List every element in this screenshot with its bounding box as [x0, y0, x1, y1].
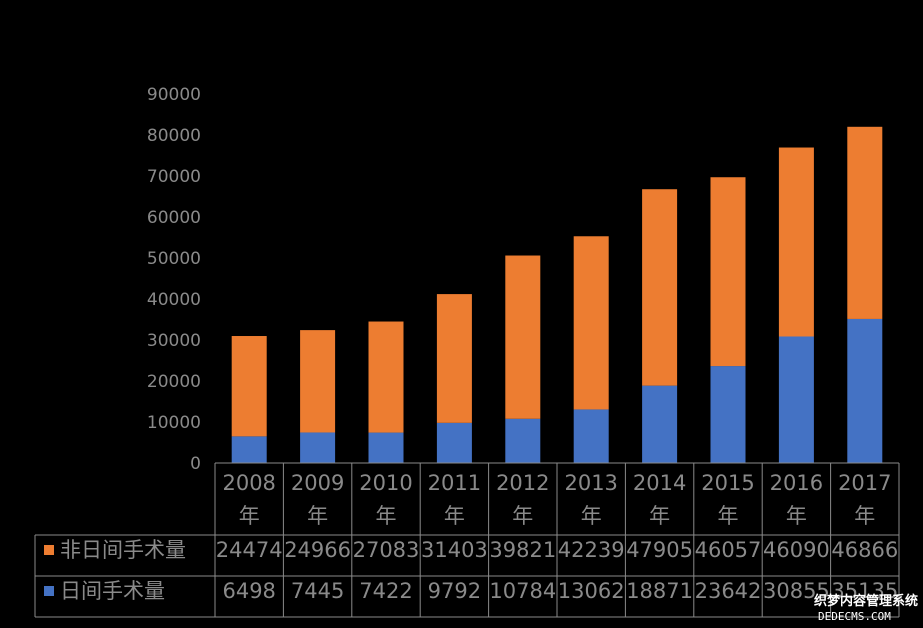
bar-day-surgery [642, 385, 678, 463]
table-cell: 10784 [489, 579, 556, 603]
x-category-label: 2015 [701, 471, 754, 495]
x-category-label-unit: 年 [444, 504, 465, 528]
bar-day-surgery [436, 422, 472, 463]
bar-day-surgery [231, 436, 267, 463]
table-cell: 24474 [216, 538, 283, 562]
x-category-label-unit: 年 [307, 504, 328, 528]
x-category-label-unit: 年 [239, 504, 260, 528]
y-tick-label: 40000 [147, 290, 201, 310]
legend-label: 日间手术量 [60, 579, 165, 603]
table-cell: 9792 [428, 579, 481, 603]
watermark-line2: DEDECMS.COM [818, 610, 891, 623]
table-cell: 7445 [291, 579, 344, 603]
x-category-label-unit: 年 [649, 504, 670, 528]
bar-non-day-surgery [778, 147, 814, 337]
table-cell: 47905 [626, 538, 693, 562]
bar-non-day-surgery [368, 321, 404, 433]
watermark-line1: 织梦内容管理系统 [814, 593, 918, 609]
x-category-label: 2013 [564, 471, 617, 495]
table-cell: 35135 [831, 579, 898, 603]
bar-day-surgery [573, 409, 609, 463]
table-cell: 46057 [695, 538, 762, 562]
bar-non-day-surgery [642, 189, 678, 386]
y-axis: 0 10000 20000 30000 40000 50000 60000 70000 8000… [147, 85, 201, 474]
y-tick-label: 20000 [147, 372, 201, 392]
bar-day-surgery [505, 418, 541, 463]
bar-day-surgery [778, 336, 814, 463]
table-cell: 42239 [558, 538, 625, 562]
bar-non-day-surgery [505, 255, 541, 419]
bar-non-day-surgery [231, 336, 267, 437]
watermark: 织梦内容管理系统 DEDECMS.COM [814, 593, 918, 623]
x-category-label-unit: 年 [786, 504, 807, 528]
x-category-label: 2017 [838, 471, 891, 495]
x-category-label: 2010 [359, 471, 412, 495]
bar-non-day-surgery [573, 236, 609, 410]
bar-non-day-surgery [300, 330, 336, 433]
y-tick-label: 50000 [147, 249, 201, 269]
x-category-label-unit: 年 [854, 504, 875, 528]
bar-day-surgery [847, 318, 883, 463]
table-cell: 27083 [353, 538, 420, 562]
bar-non-day-surgery [710, 177, 746, 367]
y-tick-label: 10000 [147, 413, 201, 433]
legend-label: 非日间手术量 [60, 538, 186, 562]
bar-day-surgery [368, 432, 404, 463]
x-category-label-unit: 年 [718, 504, 739, 528]
table-cell: 13062 [558, 579, 625, 603]
legend-swatch [44, 586, 54, 596]
y-tick-label: 0 [190, 454, 201, 474]
x-category-label: 2009 [291, 471, 344, 495]
x-category-label-unit: 年 [376, 504, 397, 528]
table-cell: 46090 [763, 538, 830, 562]
y-tick-label: 60000 [147, 208, 201, 228]
table-cell: 39821 [489, 538, 556, 562]
table-cell: 31403 [421, 538, 488, 562]
x-category-label: 2008 [222, 471, 275, 495]
y-tick-label: 30000 [147, 331, 201, 351]
data-table: 2008 年 2009 年 2010 年 2011 年 2012 年 2013 年 2014 年 2015 年… [34, 462, 900, 618]
bars [231, 126, 883, 463]
bar-day-surgery [710, 366, 746, 463]
legend-swatch [44, 545, 54, 555]
x-category-label: 2014 [633, 471, 686, 495]
y-tick-label: 70000 [147, 167, 201, 187]
x-category-label: 2016 [770, 471, 823, 495]
x-category-label: 2011 [428, 471, 481, 495]
bar-day-surgery [300, 432, 336, 463]
x-category-label-unit: 年 [512, 504, 533, 528]
table-cell: 30855 [763, 579, 830, 603]
table-cell: 23642 [695, 579, 762, 603]
table-cell: 46866 [831, 538, 898, 562]
x-category-label-unit: 年 [581, 504, 602, 528]
bar-non-day-surgery [847, 126, 883, 319]
y-tick-label: 90000 [147, 85, 201, 105]
table-cell: 18871 [626, 579, 693, 603]
x-category-label: 2012 [496, 471, 549, 495]
table-cell: 7422 [359, 579, 412, 603]
y-tick-label: 80000 [147, 126, 201, 146]
table-cell: 6498 [222, 579, 275, 603]
bar-non-day-surgery [436, 294, 472, 423]
table-cell: 24966 [284, 538, 351, 562]
